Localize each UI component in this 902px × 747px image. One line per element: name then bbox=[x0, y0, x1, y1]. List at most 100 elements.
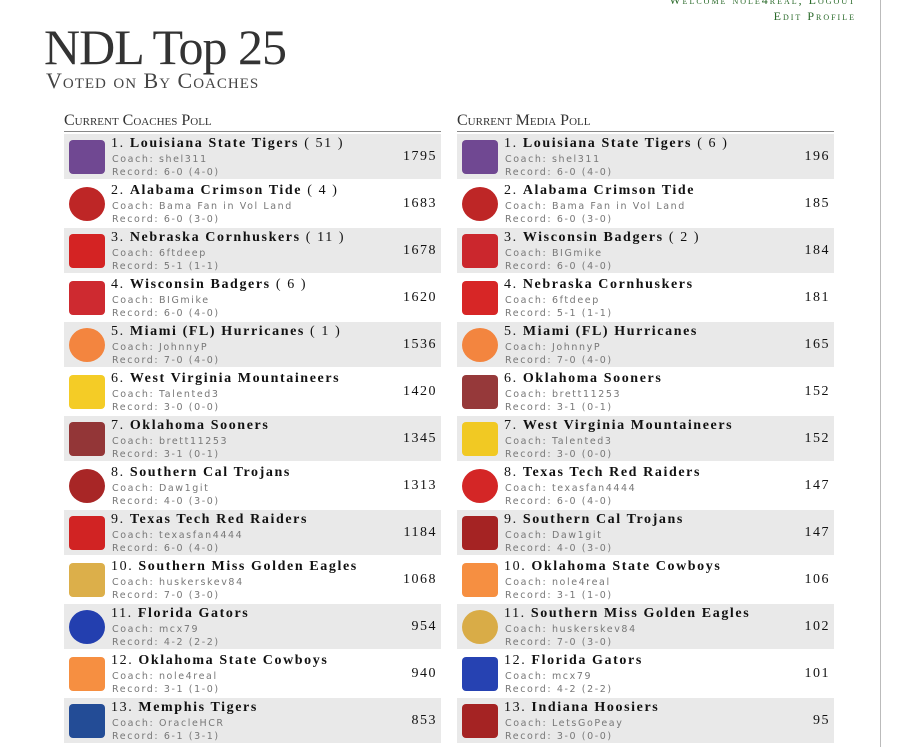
points: 1620 bbox=[403, 290, 437, 305]
record-line: Record: 3-1 (1-0) bbox=[112, 684, 220, 695]
coach-name[interactable]: nole4real bbox=[158, 671, 218, 682]
coach-name[interactable]: shel311 bbox=[158, 154, 208, 165]
team-name[interactable]: West Virginia Mountaineers bbox=[522, 418, 734, 433]
welcome[interactable]: Welcome nole4real, Logout bbox=[669, 0, 856, 7]
record: 3-0 (0-0) bbox=[556, 449, 613, 460]
team-name[interactable]: Southern Cal Trojans bbox=[522, 512, 684, 527]
team-name[interactable]: Indiana Hoosiers bbox=[531, 700, 660, 715]
team-line: 3. Nebraska Cornhuskers ( 11 ) bbox=[111, 230, 345, 246]
coach-name[interactable]: Daw1git bbox=[158, 483, 210, 494]
team-name[interactable]: Alabama Crimson Tide bbox=[129, 183, 303, 198]
record-line: Record: 6-0 (3-0) bbox=[112, 214, 220, 225]
coach-name[interactable]: BIGmike bbox=[158, 295, 210, 306]
coach-name[interactable]: mcx79 bbox=[551, 671, 593, 682]
record-label: Record: bbox=[112, 308, 160, 319]
team-name[interactable]: Southern Miss Golden Eagles bbox=[138, 559, 358, 574]
coach-name[interactable]: LetsGoPeay bbox=[551, 718, 624, 729]
team-line: 6. Oklahoma Sooners bbox=[504, 371, 662, 387]
team-name[interactable]: Oklahoma Sooners bbox=[129, 418, 270, 433]
poll-row: 3. Nebraska Cornhuskers ( 11 ) Coach: 6ft… bbox=[64, 228, 441, 273]
poll-row: 2. Alabama Crimson Tide ( 4 ) Coach: Bama… bbox=[64, 181, 441, 226]
coach-name[interactable]: 6ftdeep bbox=[551, 295, 600, 306]
poll-row: 3. Wisconsin Badgers ( 2 ) Coach: BIGmike… bbox=[457, 228, 834, 273]
team-name[interactable]: Southern Miss Golden Eagles bbox=[530, 606, 751, 621]
edit-profile[interactable]: Edit Profile bbox=[773, 9, 856, 23]
coach-name[interactable]: 6ftdeep bbox=[158, 248, 207, 259]
team-name[interactable]: Florida Gators bbox=[137, 606, 250, 621]
team-name[interactable]: Oklahoma State Cowboys bbox=[138, 653, 329, 668]
rank: 8. bbox=[111, 465, 125, 480]
coach-name[interactable]: Daw1git bbox=[551, 530, 603, 541]
record-line: Record: 6-0 (4-0) bbox=[112, 308, 220, 319]
record: 3-1 (0-1) bbox=[163, 449, 220, 460]
coach-name[interactable]: Talented3 bbox=[158, 389, 220, 400]
team-name[interactable]: Louisiana State Tigers bbox=[129, 136, 300, 151]
team-name[interactable]: Wisconsin Badgers bbox=[129, 277, 271, 292]
coach-name[interactable]: texasfan4444 bbox=[158, 530, 244, 541]
team-name[interactable]: Wisconsin Badgers bbox=[522, 230, 664, 245]
team-logo bbox=[69, 657, 105, 691]
coach-name[interactable]: Talented3 bbox=[551, 436, 613, 447]
team-name[interactable]: Miami (FL) Hurricanes bbox=[129, 324, 305, 339]
coach-name[interactable]: brett11253 bbox=[158, 436, 229, 447]
team-name[interactable]: West Virginia Mountaineers bbox=[129, 371, 341, 386]
coach-label: Coach: bbox=[112, 389, 155, 400]
first-place-votes: ( 6 ) bbox=[275, 277, 308, 292]
poll: Current Coaches Poll 1. Louisiana State T… bbox=[64, 112, 441, 745]
record-label: Record: bbox=[112, 496, 160, 507]
team-name[interactable]: Nebraska Cornhuskers bbox=[129, 230, 301, 245]
team-name[interactable]: Southern Cal Trojans bbox=[129, 465, 291, 480]
points: 165 bbox=[804, 337, 830, 352]
coach-line: Coach: Talented3 bbox=[112, 389, 220, 400]
record-label: Record: bbox=[505, 214, 553, 225]
first-place-votes: ( 51 ) bbox=[304, 136, 345, 151]
team-line: 2. Alabama Crimson Tide bbox=[504, 183, 695, 199]
coach-name[interactable]: Bama Fan in Vol Land bbox=[158, 201, 293, 212]
coach-name[interactable]: Bama Fan in Vol Land bbox=[551, 201, 686, 212]
record-line: Record: 6-0 (4-0) bbox=[505, 167, 613, 178]
coach-label: Coach: bbox=[112, 577, 155, 588]
coach-name[interactable]: huskerskev84 bbox=[158, 577, 244, 588]
record-line: Record: 7-0 (3-0) bbox=[505, 637, 613, 648]
team-name[interactable]: Alabama Crimson Tide bbox=[522, 183, 696, 198]
team-name[interactable]: Texas Tech Red Raiders bbox=[522, 465, 702, 480]
coach-label: Coach: bbox=[112, 248, 155, 259]
first-place-votes: ( 2 ) bbox=[668, 230, 701, 245]
points: 196 bbox=[804, 149, 830, 164]
record: 3-0 (0-0) bbox=[163, 402, 220, 413]
coach-name[interactable]: shel311 bbox=[551, 154, 601, 165]
coach-name[interactable]: mcx79 bbox=[158, 624, 200, 635]
team-name[interactable]: Oklahoma Sooners bbox=[522, 371, 663, 386]
team-line: 8. Southern Cal Trojans bbox=[111, 465, 291, 481]
record-line: Record: 3-1 (1-0) bbox=[505, 590, 613, 601]
record-line: Record: 7-0 (4-0) bbox=[112, 355, 220, 366]
team-name[interactable]: Louisiana State Tigers bbox=[522, 136, 693, 151]
coach-line: Coach: nole4real bbox=[505, 577, 611, 588]
team-line: 12. Oklahoma State Cowboys bbox=[111, 653, 328, 669]
coach-name[interactable]: texasfan4444 bbox=[551, 483, 637, 494]
record-label: Record: bbox=[112, 731, 160, 742]
team-name[interactable]: Nebraska Cornhuskers bbox=[522, 277, 694, 292]
team-name[interactable]: Texas Tech Red Raiders bbox=[129, 512, 309, 527]
team-name[interactable]: Miami (FL) Hurricanes bbox=[522, 324, 698, 339]
rank: 4. bbox=[111, 277, 125, 292]
coach-name[interactable]: brett11253 bbox=[551, 389, 622, 400]
coach-name[interactable]: BIGmike bbox=[551, 248, 603, 259]
record-label: Record: bbox=[505, 637, 553, 648]
team-name[interactable]: Florida Gators bbox=[531, 653, 643, 668]
team-logo bbox=[462, 422, 498, 456]
coach-line: Coach: shel311 bbox=[112, 154, 208, 165]
team-line: 12. Florida Gators bbox=[504, 653, 643, 669]
team-name[interactable]: Oklahoma State Cowboys bbox=[531, 559, 722, 574]
coach-name[interactable]: JohnnyP bbox=[158, 342, 209, 353]
coach-line: Coach: 6ftdeep bbox=[505, 295, 600, 306]
coach-name[interactable]: nole4real bbox=[551, 577, 611, 588]
record: 6-0 (4-0) bbox=[163, 543, 220, 554]
coach-name[interactable]: huskerskev84 bbox=[551, 624, 637, 635]
points: 101 bbox=[804, 666, 830, 681]
team-name[interactable]: Memphis Tigers bbox=[138, 700, 258, 715]
coach-name[interactable]: OracleHCR bbox=[158, 718, 225, 729]
coach-line: Coach: JohnnyP bbox=[112, 342, 208, 353]
coach-name[interactable]: JohnnyP bbox=[551, 342, 602, 353]
coach-line: Coach: huskerskev84 bbox=[505, 624, 637, 635]
